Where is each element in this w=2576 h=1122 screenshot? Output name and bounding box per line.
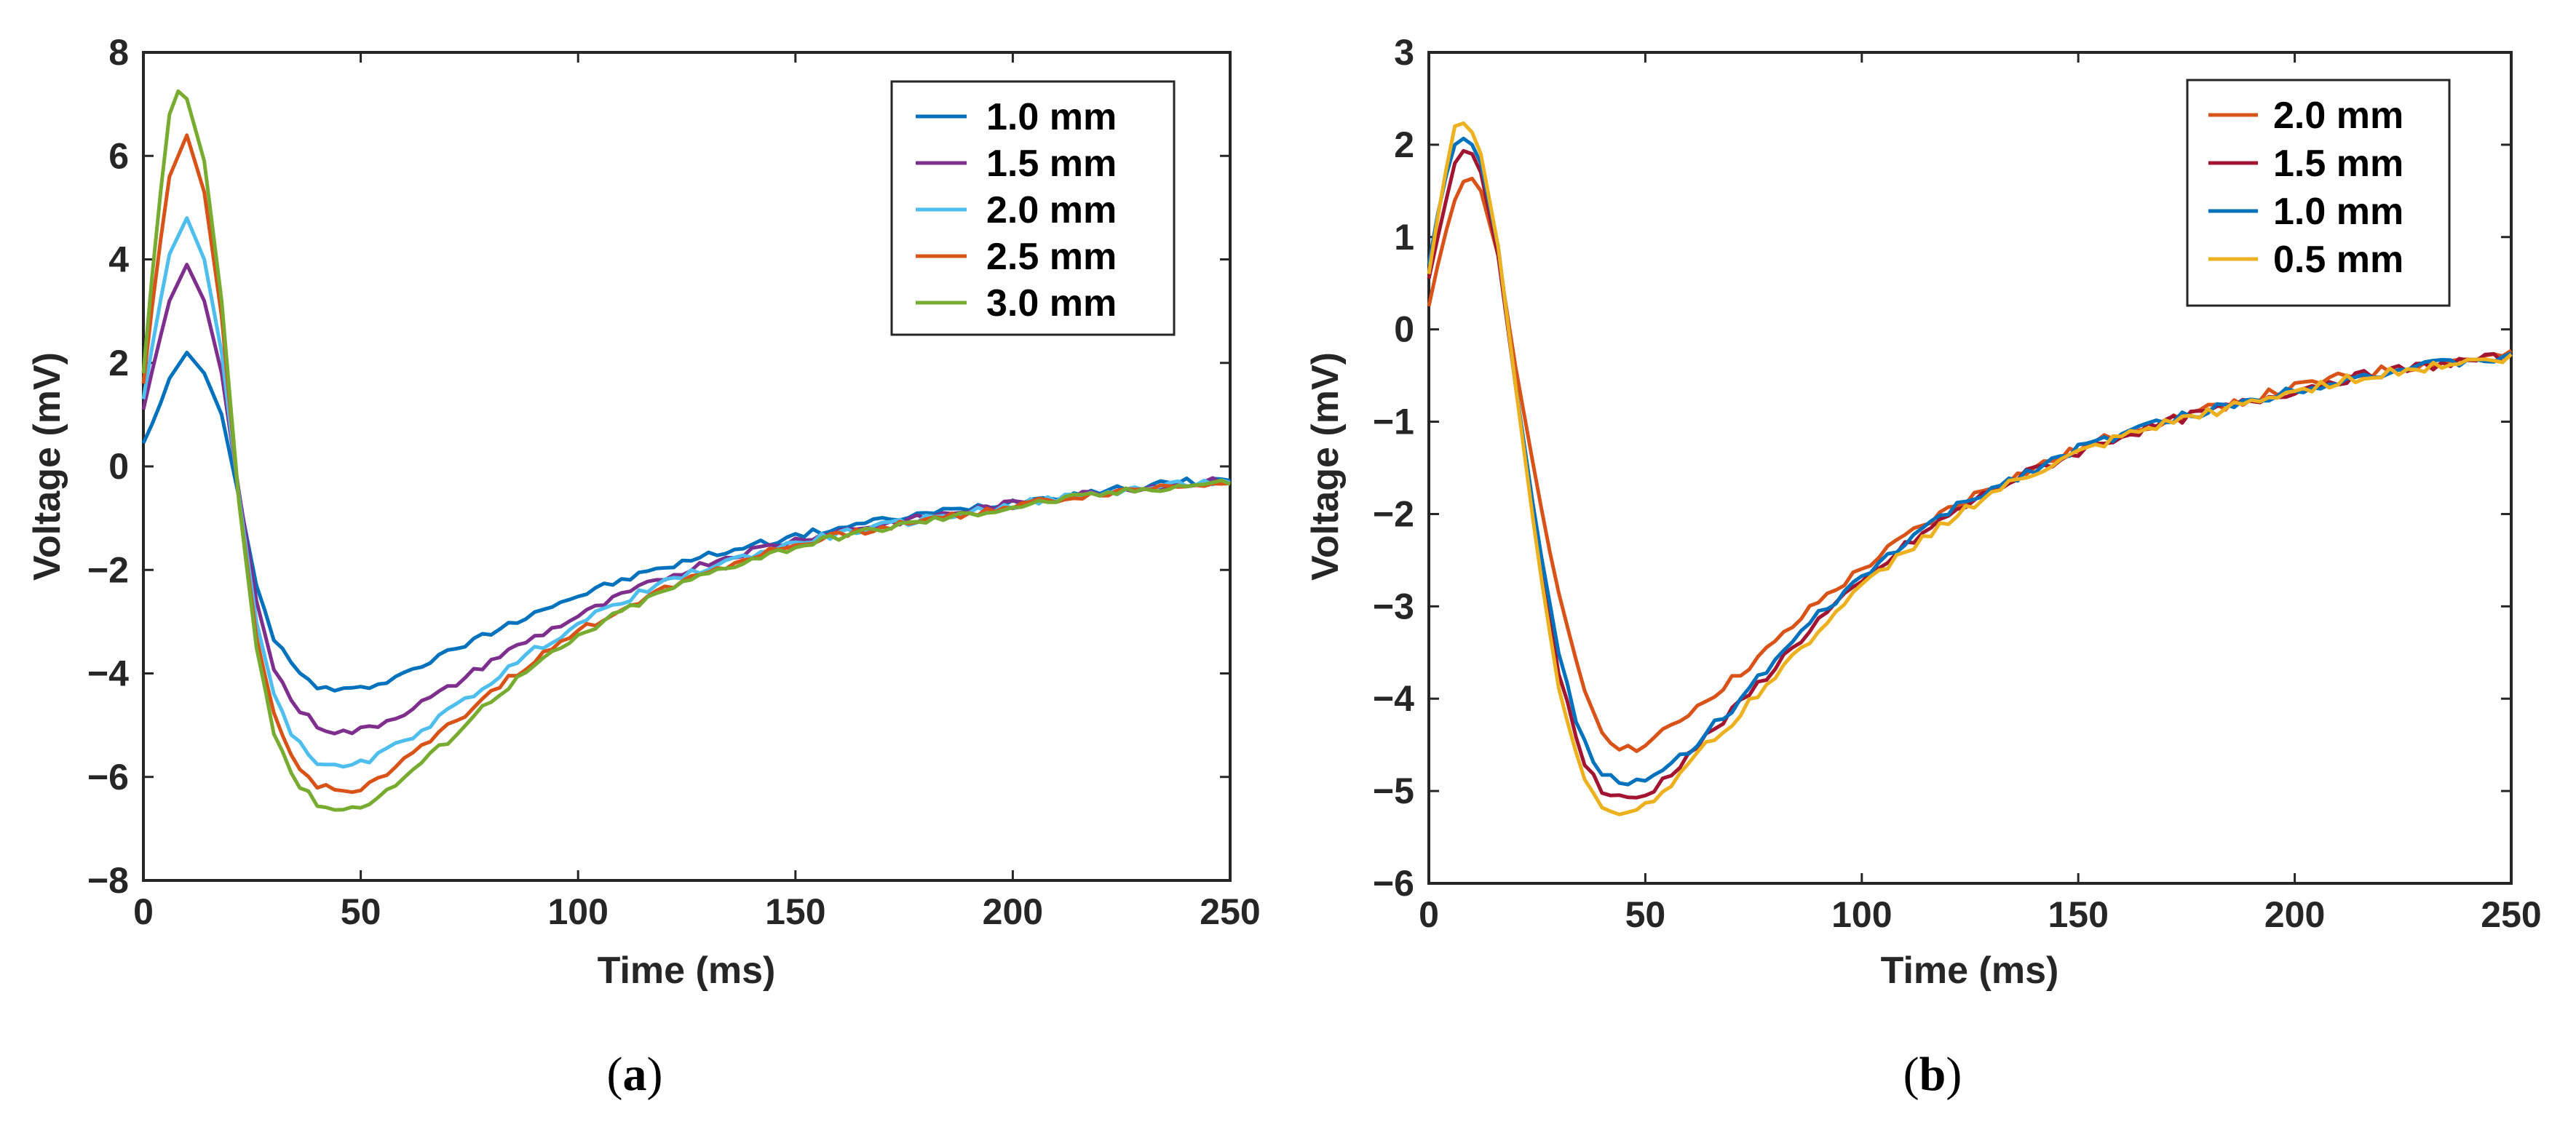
chart-b-series-line bbox=[1427, 136, 2513, 787]
chart-a-ylabel: Voltage (mV) bbox=[26, 352, 68, 581]
panel-label-a: (a) bbox=[607, 1048, 663, 1101]
chart-b-ytick-label: 1 bbox=[1394, 217, 1414, 258]
panel-label-a-letter: a bbox=[623, 1048, 647, 1101]
panel-label-b-letter: b bbox=[1919, 1048, 1946, 1101]
chart-a-ytick-label: 4 bbox=[108, 239, 129, 280]
chart-a-legend-label: 1.5 mm bbox=[986, 143, 1117, 185]
chart-a-xtick-label: 200 bbox=[983, 891, 1043, 932]
chart-b-ylabel: Voltage (mV) bbox=[1304, 352, 1347, 581]
chart-b-series-line bbox=[1427, 121, 2513, 816]
chart-a-xlabel: Time (ms) bbox=[598, 950, 776, 992]
chart-b-legend-label: 1.0 mm bbox=[2273, 191, 2403, 233]
chart-b-ytick-label: −4 bbox=[1373, 678, 1414, 719]
chart-a-ytick-label: 2 bbox=[108, 343, 129, 383]
chart-a-ytick-label: −6 bbox=[87, 757, 129, 797]
chart-b-legend-label: 1.5 mm bbox=[2273, 143, 2403, 185]
chart-a-ytick-label: −4 bbox=[87, 653, 129, 694]
chart-a-xtick-label: 0 bbox=[133, 891, 154, 932]
chart-a-xtick-label: 250 bbox=[1200, 891, 1260, 932]
chart-b-xtick-label: 50 bbox=[1625, 894, 1666, 935]
chart-a-ytick-label: −8 bbox=[87, 860, 129, 901]
chart-b-ticks: 0 50 100 150 200 250 −6 −5 −4 −3 −2 −1 0 1 2 3 bbox=[1373, 32, 2542, 935]
chart-a: 0 50 100 150 200 250 −8 −6 −4 −2 0 2 4 6 8 Time (ms) V… bbox=[26, 32, 1261, 1101]
chart-a-xtick-label: 150 bbox=[765, 891, 825, 932]
chart-b-ytick-label: −5 bbox=[1373, 771, 1414, 811]
chart-b-xtick-label: 200 bbox=[2264, 894, 2325, 935]
chart-a-ticks: 0 50 100 150 200 250 −8 −6 −4 −2 0 2 4 6 8 bbox=[87, 32, 1261, 932]
chart-b-series-line bbox=[1427, 176, 2513, 753]
chart-a-ytick-label: 6 bbox=[108, 135, 129, 176]
chart-a-xtick-label: 50 bbox=[341, 891, 381, 932]
chart-b-xtick-label: 250 bbox=[2481, 894, 2541, 935]
chart-a-ytick-label: 8 bbox=[108, 32, 129, 73]
chart-b: 0 50 100 150 200 250 −6 −5 −4 −3 −2 −1 0 1 2 3 Time (ms… bbox=[1304, 32, 2542, 1101]
chart-b-ytick-label: 2 bbox=[1394, 124, 1414, 165]
chart-a-series-line bbox=[141, 133, 1231, 795]
chart-b-ytick-label: −2 bbox=[1373, 493, 1414, 534]
chart-a-ytick-label: −2 bbox=[87, 549, 129, 590]
chart-b-series-line bbox=[1427, 148, 2513, 800]
chart-b-xtick-label: 0 bbox=[1419, 894, 1439, 935]
chart-b-legend-label: 0.5 mm bbox=[2273, 239, 2403, 281]
chart-b-legend-label: 2.0 mm bbox=[2273, 95, 2403, 137]
chart-a-ytick-label: 0 bbox=[108, 446, 129, 487]
chart-b-ytick-label: 0 bbox=[1394, 309, 1414, 350]
chart-b-ytick-label: −1 bbox=[1373, 402, 1414, 442]
chart-b-ytick-label: −3 bbox=[1373, 586, 1414, 626]
chart-b-ytick-label: 3 bbox=[1394, 32, 1414, 73]
chart-a-legend-label: 2.0 mm bbox=[986, 189, 1117, 231]
chart-b-xlabel: Time (ms) bbox=[1881, 950, 2059, 992]
chart-a-legend-label: 3.0 mm bbox=[986, 282, 1117, 325]
chart-a-series-line bbox=[141, 216, 1231, 769]
chart-b-xtick-label: 100 bbox=[1831, 894, 1892, 935]
chart-b-legend: 2.0 mm 1.5 mm 1.0 mm 0.5 mm bbox=[2186, 79, 2451, 307]
chart-b-xtick-label: 150 bbox=[2048, 894, 2108, 935]
chart-a-xtick-label: 100 bbox=[547, 891, 608, 932]
chart-a-series-line bbox=[141, 89, 1232, 812]
chart-a-legend-label: 1.0 mm bbox=[986, 96, 1117, 138]
chart-b-ytick-label: −6 bbox=[1373, 863, 1414, 904]
chart-a-legend-label: 2.5 mm bbox=[986, 236, 1117, 278]
chart-a-legend: 1.0 mm 1.5 mm2.0 mm 2.5 mm3.0 mm bbox=[890, 80, 1176, 336]
panel-label-b: (b) bbox=[1903, 1048, 1962, 1101]
chart-b-series bbox=[1427, 121, 2513, 816]
chart-b-legend-box bbox=[2186, 79, 2451, 307]
chart-a-series bbox=[141, 89, 1232, 812]
